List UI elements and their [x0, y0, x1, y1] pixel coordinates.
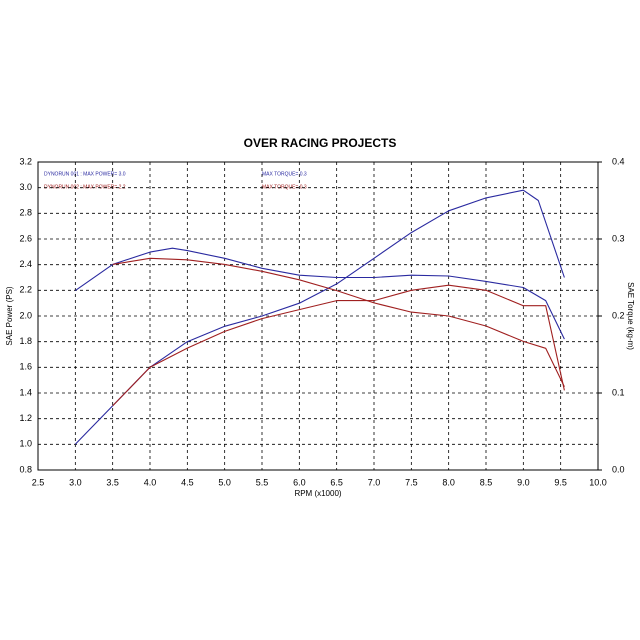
- y-tick-label: 1.4: [19, 387, 32, 397]
- x-tick-label: 3.0: [69, 477, 82, 487]
- chart-title: OVER RACING PROJECTS: [244, 136, 397, 150]
- y2-tick-label: 0.1: [612, 387, 625, 397]
- x-tick-label: 9.5: [554, 477, 567, 487]
- legend-entry: MAX TORQUE= 0.3: [262, 171, 307, 177]
- x-axis-label: RPM (x1000): [294, 489, 341, 498]
- x-tick-label: 6.5: [330, 477, 343, 487]
- x-tick-label: 8.0: [442, 477, 455, 487]
- y-tick-label: 2.8: [19, 208, 32, 218]
- y-tick-label: 3.2: [19, 156, 32, 166]
- series-line: [112, 257, 565, 388]
- y-tick-label: 1.6: [19, 362, 32, 372]
- y-axis-label: SAE Power (PS): [5, 286, 14, 345]
- x-tick-label: 9.0: [517, 477, 530, 487]
- legend-entry: DYNORUN 002 : MAX POWER= 2.2: [44, 184, 126, 190]
- y2-tick-label: 0.3: [612, 233, 625, 243]
- x-tick-label: 7.5: [405, 477, 418, 487]
- x-tick-label: 2.5: [32, 477, 45, 487]
- y-tick-label: 3.0: [19, 182, 32, 192]
- series-line: [74, 247, 565, 340]
- y2-tick-label: 0.4: [612, 156, 625, 166]
- y-tick-label: 2.0: [19, 310, 32, 320]
- x-tick-label: 5.0: [218, 477, 231, 487]
- x-tick-label: 7.0: [368, 477, 381, 487]
- y-tick-label: 2.4: [19, 259, 32, 269]
- x-tick-label: 5.5: [256, 477, 269, 487]
- legend-entry: DYNORUN 001 : MAX POWER= 3.0: [44, 171, 126, 177]
- y-tick-label: 0.8: [19, 464, 32, 474]
- x-tick-label: 4.0: [144, 477, 157, 487]
- x-tick-label: 4.5: [181, 477, 194, 487]
- y-tick-label: 2.2: [19, 285, 32, 295]
- y2-tick-label: 0.2: [612, 310, 625, 320]
- y-tick-label: 2.6: [19, 233, 32, 243]
- y2-axis-label: SAE Torque (kg-m): [626, 282, 635, 350]
- x-tick-label: 8.5: [480, 477, 493, 487]
- x-tick-label: 3.5: [106, 477, 119, 487]
- plot-frame: [37, 161, 599, 471]
- y-tick-label: 1.2: [19, 413, 32, 423]
- y-tick-label: 1.8: [19, 336, 32, 346]
- series-line: [74, 189, 565, 445]
- y2-tick-label: 0.0: [612, 464, 625, 474]
- y-tick-label: 1.0: [19, 439, 32, 449]
- series-line: [112, 284, 565, 407]
- x-tick-label: 10.0: [589, 477, 607, 487]
- x-tick-label: 6.0: [293, 477, 306, 487]
